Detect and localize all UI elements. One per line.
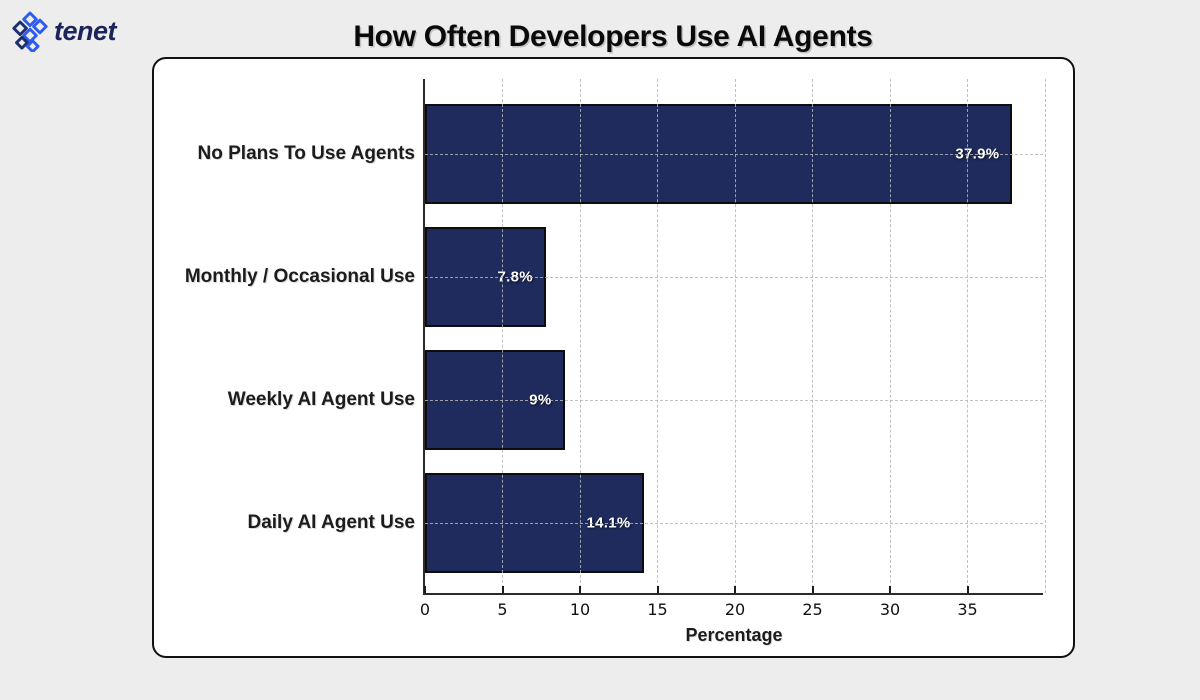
x-tick-label: 5 [497,600,508,619]
x-tick-mark [734,586,736,593]
x-tick-mark [501,586,504,593]
x-tick-mark [579,586,581,593]
x-tick-mark [811,586,814,593]
bar: 14.1% [425,473,644,573]
tenet-logo: tenet [12,10,117,52]
tenet-logo-icon [12,11,48,52]
x-tick-mark [966,586,969,593]
bar-value-label: 7.8% [497,268,533,286]
bar: 7.8% [425,227,546,327]
x-tick-label: 25 [802,600,823,619]
x-tick-mark [889,586,891,593]
category-label: No Plans To Use Agents [197,143,415,164]
bar-value-label: 9% [529,391,552,409]
bar: 37.9% [425,104,1013,204]
x-tick-mark [424,586,426,593]
category-label: Daily AI Agent Use [247,512,415,533]
bar: 9% [425,350,565,450]
chart-card: Percentage 37.9% No Plans To Use Agents 7.… [152,57,1075,658]
x-tick-label: 30 [879,600,901,619]
x-tick-label: 15 [647,600,668,619]
category-label: Weekly AI Agent Use [227,389,415,410]
x-tick-label: 35 [957,600,978,619]
category-label: Monthly / Occasional Use [184,266,415,287]
x-gridline [1044,79,1046,593]
x-tick-mark [656,586,659,593]
x-tick-label: 0 [419,600,431,619]
bar-value-label: 37.9% [955,145,1000,163]
bar-value-label: 14.1% [586,514,631,532]
x-tick-label: 10 [569,600,591,619]
tenet-logo-text: tenet [54,15,117,46]
x-tick-label: 20 [724,600,746,619]
plot-area: Percentage 37.9% No Plans To Use Agents 7.… [185,79,1046,645]
x-axis-title: Percentage [685,625,783,645]
chart-title: How Often Developers Use AI Agents [353,20,873,53]
